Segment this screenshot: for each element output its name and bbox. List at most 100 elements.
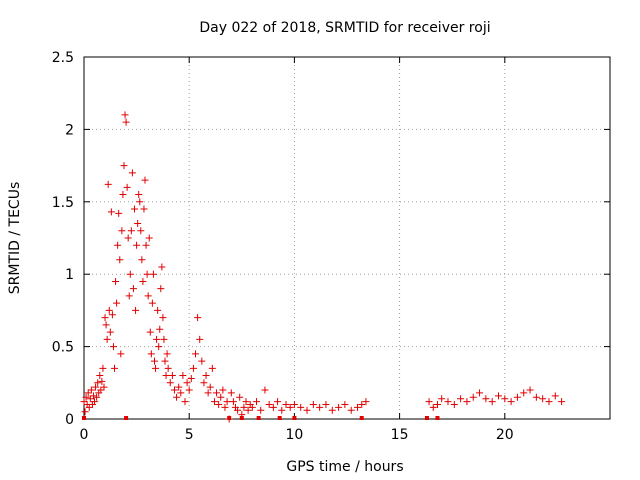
x-tick-label: 15 bbox=[391, 427, 409, 443]
data-point bbox=[217, 393, 225, 401]
data-point bbox=[133, 241, 141, 249]
data-point bbox=[168, 372, 176, 380]
data-point bbox=[102, 321, 110, 329]
data-point bbox=[206, 383, 214, 391]
data-point bbox=[85, 403, 93, 411]
data-point bbox=[501, 395, 509, 403]
data-point bbox=[147, 350, 155, 358]
data-point bbox=[93, 393, 101, 401]
data-point bbox=[192, 350, 200, 358]
data-point bbox=[157, 285, 165, 293]
data-point bbox=[469, 393, 477, 401]
data-point bbox=[105, 306, 113, 314]
data-point bbox=[104, 180, 112, 188]
data-point bbox=[297, 403, 305, 411]
data-point bbox=[166, 379, 174, 387]
data-point bbox=[265, 401, 273, 409]
data-point bbox=[204, 389, 212, 397]
data-point bbox=[160, 335, 168, 343]
data-point bbox=[119, 191, 127, 199]
zero-marker bbox=[227, 416, 232, 420]
data-point bbox=[208, 364, 216, 372]
data-point bbox=[138, 256, 146, 264]
data-point bbox=[236, 393, 244, 401]
data-point bbox=[551, 392, 559, 400]
data-point bbox=[103, 335, 111, 343]
data-point bbox=[215, 401, 223, 409]
data-point bbox=[106, 328, 114, 336]
zero-marker bbox=[239, 416, 244, 420]
x-axis-label: GPS time / hours bbox=[286, 459, 403, 475]
data-point bbox=[450, 401, 458, 409]
zero-marker bbox=[435, 416, 440, 420]
data-point bbox=[177, 389, 185, 397]
y-axis-label: SRMTID / TECUs bbox=[7, 182, 23, 295]
data-point bbox=[425, 398, 433, 406]
data-point bbox=[122, 118, 130, 126]
data-point bbox=[185, 386, 193, 394]
data-point bbox=[97, 386, 105, 394]
data-point bbox=[111, 364, 119, 372]
data-point bbox=[159, 314, 167, 322]
data-point bbox=[494, 392, 502, 400]
data-point bbox=[444, 398, 452, 406]
data-point bbox=[155, 343, 163, 351]
data-point bbox=[150, 357, 158, 365]
x-tick-label: 10 bbox=[285, 427, 303, 443]
y-tick-label: 0 bbox=[65, 412, 74, 428]
data-point bbox=[210, 398, 218, 406]
data-point bbox=[162, 372, 170, 380]
data-point bbox=[194, 314, 202, 322]
data-point bbox=[164, 364, 172, 372]
data-point bbox=[144, 292, 152, 300]
data-point bbox=[482, 395, 490, 403]
data-point bbox=[154, 306, 162, 314]
chart-title: Day 022 of 2018, SRMTID for receiver roj… bbox=[199, 20, 490, 36]
data-point bbox=[149, 270, 157, 278]
plot-frame bbox=[83, 56, 611, 420]
data-point bbox=[200, 379, 208, 387]
data-point bbox=[108, 311, 116, 319]
zero-marker bbox=[277, 416, 282, 420]
data-point bbox=[240, 403, 248, 411]
data-point bbox=[234, 406, 242, 414]
data-point bbox=[187, 374, 195, 382]
data-point bbox=[100, 383, 108, 391]
data-point bbox=[126, 270, 134, 278]
zero-marker bbox=[82, 416, 86, 420]
data-point bbox=[189, 364, 197, 372]
data-point bbox=[545, 398, 553, 406]
data-point bbox=[113, 299, 121, 307]
data-point bbox=[358, 401, 366, 409]
data-point bbox=[101, 314, 109, 322]
data-point bbox=[118, 227, 126, 235]
data-point bbox=[87, 386, 95, 394]
data-point bbox=[143, 270, 151, 278]
data-point bbox=[278, 406, 286, 414]
data-point bbox=[520, 389, 528, 397]
data-point bbox=[153, 335, 161, 343]
data-point bbox=[202, 372, 210, 380]
data-point bbox=[269, 403, 277, 411]
data-point bbox=[127, 227, 135, 235]
data-point bbox=[261, 386, 269, 394]
y-tick-label: 0.5 bbox=[52, 340, 74, 356]
data-point bbox=[112, 277, 120, 285]
data-point bbox=[98, 377, 106, 385]
data-point bbox=[433, 401, 441, 409]
data-point bbox=[128, 169, 136, 177]
data-point bbox=[219, 386, 227, 394]
data-point bbox=[86, 395, 94, 403]
data-point bbox=[463, 398, 471, 406]
grid-lines bbox=[84, 57, 610, 419]
data-point bbox=[120, 162, 128, 170]
data-point bbox=[81, 408, 89, 416]
data-point bbox=[170, 386, 178, 394]
data-point bbox=[175, 383, 183, 391]
data-point bbox=[179, 372, 187, 380]
data-point bbox=[316, 403, 324, 411]
y-tick-label: 2 bbox=[65, 122, 74, 138]
data-point bbox=[117, 350, 125, 358]
data-point bbox=[335, 403, 343, 411]
data-point bbox=[539, 395, 547, 403]
